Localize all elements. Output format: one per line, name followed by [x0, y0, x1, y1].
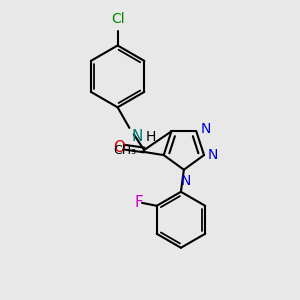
- Text: Cl: Cl: [111, 12, 124, 26]
- Text: N: N: [200, 122, 211, 136]
- Text: CH₃: CH₃: [113, 144, 136, 157]
- Text: N: N: [180, 174, 190, 188]
- Text: N: N: [208, 148, 218, 162]
- Text: N: N: [131, 129, 143, 144]
- Text: F: F: [134, 195, 143, 210]
- Text: O: O: [113, 140, 125, 154]
- Text: H: H: [146, 130, 156, 144]
